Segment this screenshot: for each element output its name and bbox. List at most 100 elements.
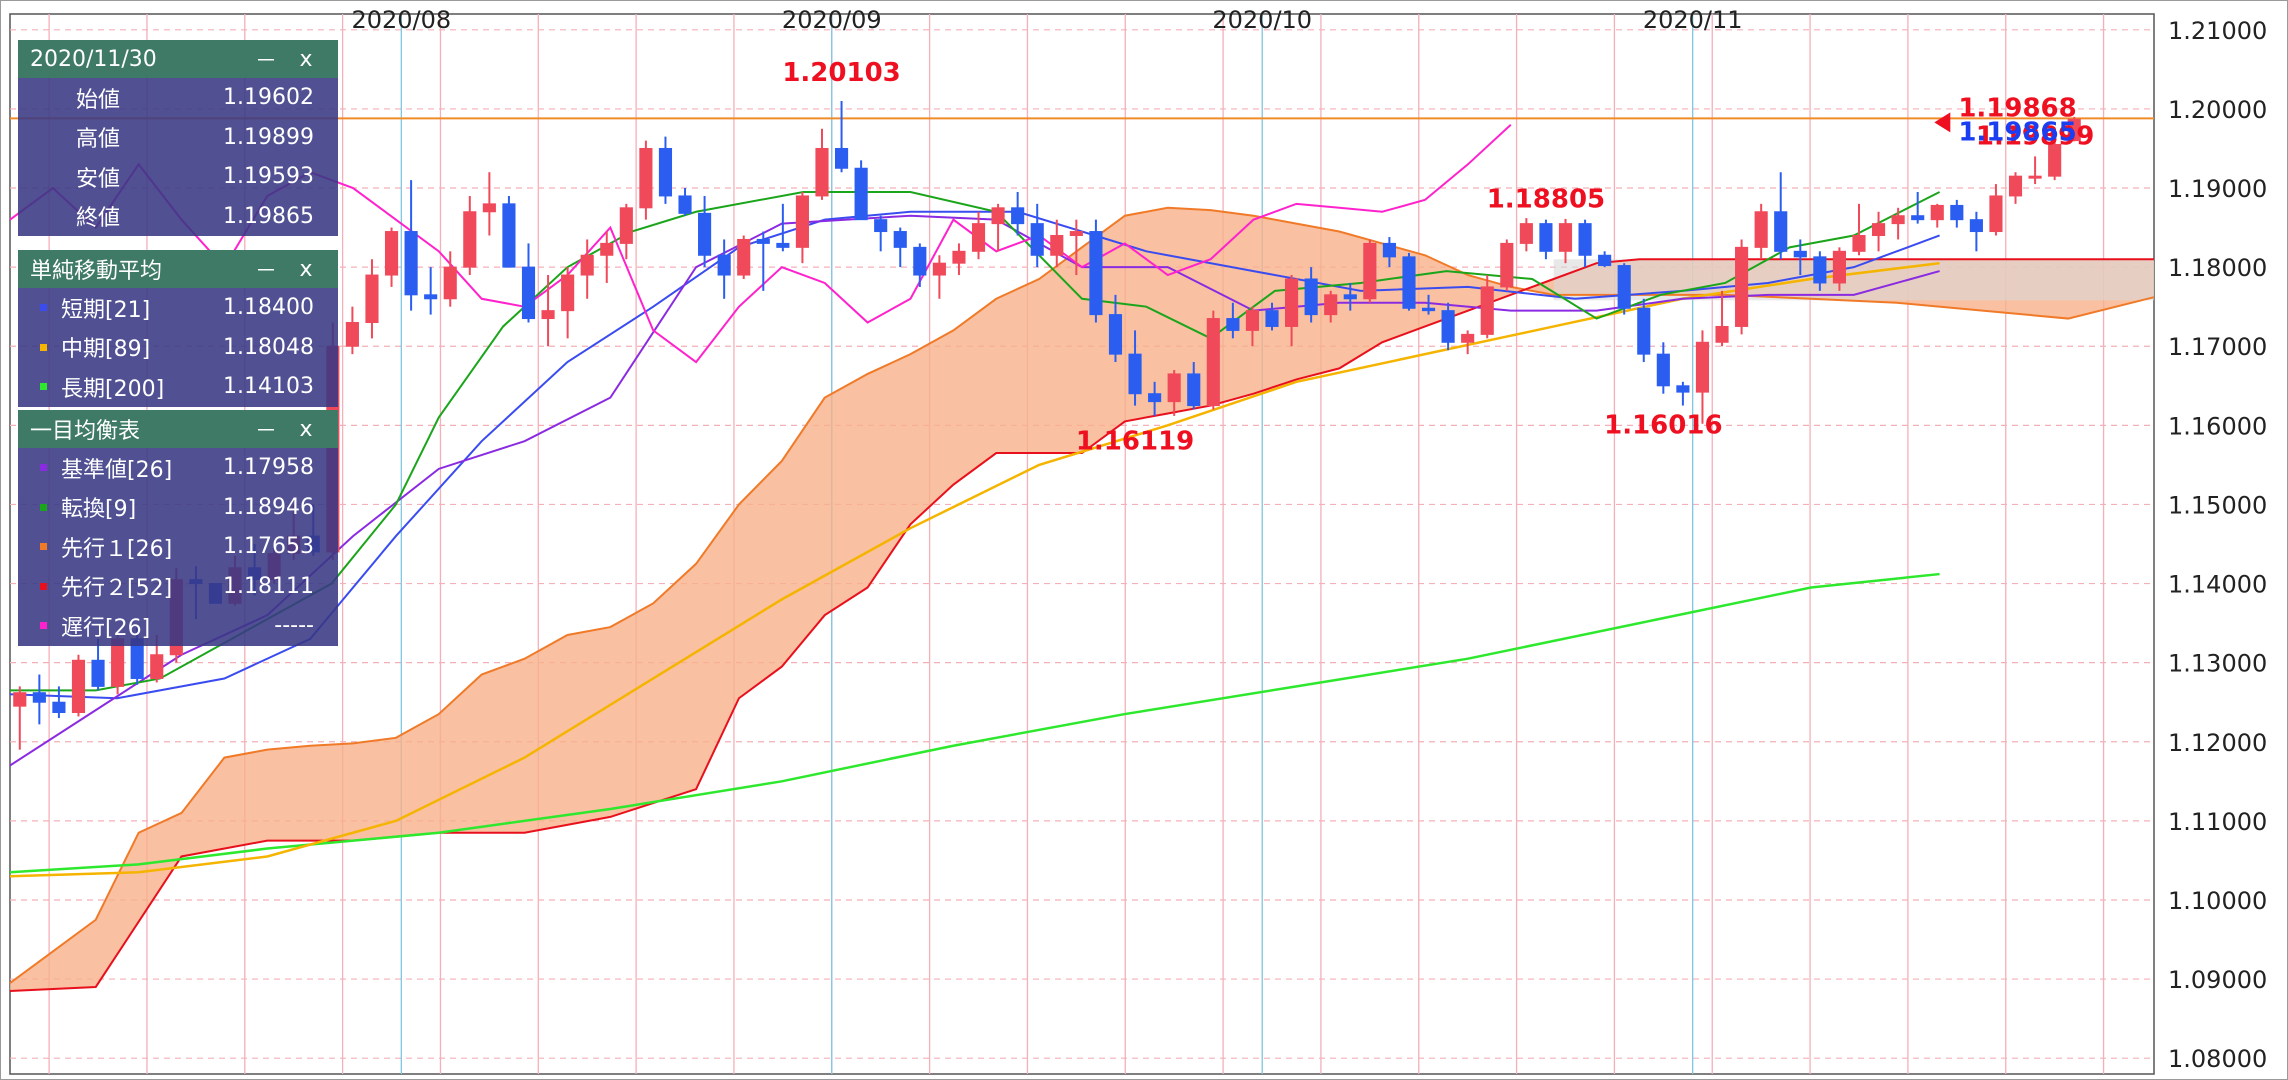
candle-down [1011,207,1025,225]
y-tick-label: 1.10000 [2168,887,2267,915]
candle-down [913,246,927,276]
candle-up [1069,231,1083,236]
candle-up [795,195,809,248]
candle-down [1128,353,1142,395]
ohlc-value: 1.19593 [223,164,314,190]
sma-value: 1.18048 [223,334,314,360]
candle-up [991,207,1005,225]
candle-down [1030,223,1044,256]
candle-up [384,231,399,276]
ichimoku-close-button[interactable]: x [299,416,313,442]
y-tick-label: 1.18000 [2168,254,2267,282]
candle-down [1265,310,1279,327]
candle-up [952,250,966,264]
plot-area [9,13,2155,1075]
candle-down [717,254,731,276]
candle-up [1852,234,1866,252]
x-month-label: 2020/11 [1643,6,1743,34]
x-month-label: 2020/10 [1212,6,1312,34]
candle-up [150,654,164,679]
candle-up [2008,175,2023,197]
legend-swatch-icon [40,582,47,590]
ichimoku-row-senkou2: 先行２[52] 1.18111 [18,567,338,607]
candle-down [1911,215,1925,221]
senkou2-line [9,258,2154,992]
ichimoku-value: 1.17958 [223,455,314,481]
ohlc-label: 始値 [76,87,121,113]
legend-swatch-icon [40,622,47,630]
candle-down [52,701,66,713]
ichimoku-value: 1.17653 [223,534,314,560]
sma-minimize-button[interactable]: － [254,259,277,284]
ichimoku-panel-body: 基準値[26] 1.17958 転換[9] 1.18946 先行１[26] 1.176… [18,448,338,646]
ma-long-line [9,572,1940,874]
candle-down [678,195,692,214]
candle-down [834,147,849,169]
sma-close-button[interactable]: x [299,256,313,282]
candle-down [1402,256,1416,309]
candle-down [404,231,418,296]
candle-down [502,203,516,268]
candle-up [600,242,614,256]
ichimoku-value: 1.18111 [223,573,314,599]
x-month-label: 2020/09 [782,6,882,34]
sma-panel-header: 単純移動平均 － x [18,250,338,288]
candle-down [1637,307,1651,355]
candle-down [1793,250,1807,258]
ohlc-value: 1.19602 [223,85,314,111]
candle-down [658,147,673,197]
candle-up [1930,204,1944,221]
candle-down [1617,265,1631,309]
candle-up [13,692,27,707]
ichimoku-panel: 一目均衡表 － x 基準値[26] 1.17958 転換[9] 1.18946 先行… [18,410,338,646]
candle-down [1421,307,1436,312]
candle-down [1108,314,1123,355]
legend-swatch-icon [40,304,47,312]
candle-down [1441,310,1455,343]
candle-up [1715,325,1729,343]
candle-up [815,147,829,197]
ohlc-row-high: 高値 1.19899 [18,118,338,158]
bid-price-label: 1.19865 [1958,117,2076,147]
candle-up [1245,310,1260,331]
candle-up [365,274,379,324]
sma-title: 単純移動平均 [30,259,163,284]
ohlc-close-button[interactable]: x [299,46,313,72]
candle-down [1304,278,1318,316]
ohlc-label: 高値 [76,127,121,153]
candle-down [756,238,770,244]
candle-down [1656,353,1670,387]
candle-up [1735,246,1749,327]
high-low-label: 1.19899 [1976,121,2094,151]
y-tick-label: 1.12000 [2168,729,2267,757]
candle-down [874,219,888,233]
ohlc-minimize-button[interactable]: － [254,49,277,74]
high-low-label: 1.16119 [1076,427,1194,457]
candle-up [2067,118,2081,142]
ichimoku-value: 1.18946 [223,494,314,520]
sma-panel-body: 短期[21] 1.18400 中期[89] 1.18048 長期[200] 1.141… [18,288,338,407]
candle-down [1950,204,1964,221]
ichimoku-row-kijun: 基準値[26] 1.17958 [18,448,338,488]
candle-up [1206,318,1220,407]
legend-swatch-icon [40,343,47,351]
candle-up [111,638,125,687]
candle-up [1832,250,1846,284]
ichimoku-panel-header: 一目均衡表 － x [18,410,338,448]
price-marker-icon [1934,112,1951,133]
ohlc-panel-header: 2020/11/30 － x [18,40,338,78]
candle-down [698,212,712,256]
candle-up [1891,215,1905,225]
candle-up [737,238,751,276]
ichimoku-minimize-button[interactable]: － [254,419,277,444]
sma-value: 1.14103 [223,374,314,400]
candle-down [1343,294,1357,300]
candle-up [1324,294,1338,316]
candle-down [1539,223,1553,252]
ichimoku-cloud [10,207,2154,991]
candle-down [32,692,46,703]
y-tick-label: 1.11000 [2168,808,2267,836]
y-tick-label: 1.09000 [2168,966,2267,994]
candle-down [1226,318,1240,331]
